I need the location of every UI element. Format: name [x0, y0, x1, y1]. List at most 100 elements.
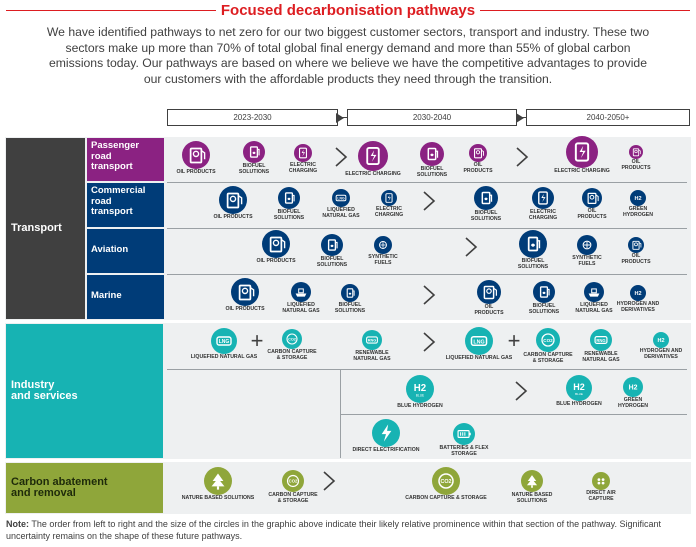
carbon-capture-icon: CO2: [282, 329, 302, 349]
icon-label: HYDROGEN AND DERIVATIVES: [639, 348, 683, 360]
svg-text:H2: H2: [634, 196, 641, 202]
row-separator: [167, 369, 687, 370]
footnote-label: Note:: [6, 519, 29, 529]
icon-label: DIRECT ELECTRIFICATION: [352, 447, 420, 453]
icon-label: GREEN HYDROGEN: [618, 397, 648, 409]
liquefied-natural-gas-icon: [291, 282, 311, 302]
chevron-right-icon: [460, 236, 482, 258]
nature-based-solutions-icon: [204, 467, 232, 495]
sector-industry: Industry and services: [6, 324, 163, 458]
electric-charging-icon: [381, 190, 397, 206]
icon-label: OIL PRODUCTS: [213, 214, 253, 220]
svg-text:CO2: CO2: [288, 338, 296, 342]
svg-text:H2: H2: [414, 383, 426, 394]
svg-text:RNG: RNG: [596, 338, 606, 343]
period-2040-2050: 2040-2050+: [526, 109, 690, 126]
electric-charging-icon: [566, 136, 598, 168]
row-separator: [340, 414, 687, 415]
icon-label: LIQUEFIED NATURAL GAS: [322, 207, 360, 219]
page-title: Focused decarbonisation pathways: [220, 2, 476, 19]
svg-text:LNG: LNG: [337, 197, 345, 201]
icon-label: OIL PRODUCTS: [225, 306, 265, 312]
biofuel-solutions-icon: [474, 186, 498, 210]
icon-label: CARBON CAPTURE & STORAGE: [268, 492, 318, 504]
liquefied-natural-gas-icon: LNG: [211, 328, 237, 354]
biofuel-solutions-icon: [420, 142, 444, 166]
icon-label: ELECTRIC CHARGING: [345, 171, 401, 177]
footnote: Note: The order from left to right and t…: [6, 518, 690, 542]
carbon-capture-icon: CO2: [432, 467, 460, 495]
icon-label: BIOFUEL SOLUTIONS: [316, 256, 348, 268]
svg-text:CO2: CO2: [543, 338, 553, 343]
renewable-natural-gas-icon: RNG: [590, 329, 612, 351]
icon-label: CARBON CAPTURE & STORAGE: [405, 495, 487, 501]
icon-label: BIOFUEL SOLUTIONS: [528, 303, 560, 315]
intro-paragraph: We have identified pathways to net zero …: [46, 25, 650, 86]
icon-label: ELECTRIC CHARGING: [554, 168, 610, 174]
icon-label: BIOFUEL SOLUTIONS: [470, 210, 502, 222]
hydrogen-derivatives-icon: H2: [630, 285, 646, 301]
icon-label: BLUE HYDROGEN: [556, 401, 602, 407]
column-separator: [340, 370, 341, 458]
icon-label: OIL PRODUCTS: [577, 208, 607, 220]
subsector-aviation: Aviation: [87, 229, 164, 273]
blue-hydrogen-icon: H2 BLUE: [566, 375, 592, 401]
period-2023-2030: 2023-2030: [167, 109, 338, 126]
plus-icon: +: [250, 328, 264, 353]
period-2030-2040: 2030-2040: [347, 109, 517, 126]
synthetic-fuels-icon: [577, 235, 597, 255]
title-rule-right: [480, 10, 690, 11]
svg-text:LNG: LNG: [219, 339, 230, 345]
title-rule-left: [6, 10, 216, 11]
chevron-right-icon: [330, 146, 352, 168]
chevron-right-icon: [318, 470, 340, 492]
icon-label: ELECTRIC CHARGING: [374, 206, 404, 218]
oil-products-icon: [262, 230, 290, 258]
timeline-arrow: [516, 113, 524, 123]
sector-transport-label: Transport: [11, 222, 62, 234]
nature-based-solutions-icon: [521, 470, 543, 492]
synthetic-fuels-icon: [374, 236, 392, 254]
svg-text:BLUE: BLUE: [416, 394, 425, 398]
icon-label: BIOFUEL SOLUTIONS: [517, 258, 549, 270]
green-hydrogen-icon: H2: [623, 377, 643, 397]
icon-label: OIL PRODUCTS: [474, 304, 504, 316]
chevron-right-icon: [418, 331, 440, 353]
icon-label: OIL PRODUCTS: [621, 253, 651, 265]
icon-label: BIOFUEL SOLUTIONS: [416, 166, 448, 178]
row-separator: [167, 274, 687, 275]
biofuel-solutions-icon: [533, 281, 555, 303]
icon-label: HYDROGEN AND DERIVATIVES: [616, 301, 660, 313]
icon-label: NATURE BASED SOLUTIONS: [181, 495, 255, 501]
biofuel-solutions-icon: [243, 141, 265, 163]
icon-label: CARBON CAPTURE & STORAGE: [267, 349, 317, 361]
icon-label: DIRECT AIR CAPTURE: [586, 490, 616, 502]
icon-label: OIL PRODUCTS: [463, 162, 493, 174]
icon-label: OIL PRODUCTS: [621, 159, 651, 171]
svg-text:H2: H2: [573, 382, 585, 392]
biofuel-solutions-icon: [341, 284, 359, 302]
biofuel-solutions-icon: [321, 234, 343, 256]
oil-products-icon: [628, 237, 644, 253]
direct-air-capture-icon: [592, 472, 610, 490]
svg-text:RNG: RNG: [368, 339, 377, 343]
biofuel-solutions-icon: [519, 230, 547, 258]
blue-hydrogen-icon: H2 BLUE: [406, 375, 434, 403]
chevron-right-icon: [418, 284, 440, 306]
footnote-text: The order from left to right and the siz…: [6, 519, 661, 541]
icon-label: LIQUEFIED NATURAL GAS: [282, 302, 320, 314]
icon-label: ELECTRIC CHARGING: [528, 209, 558, 221]
icon-label: BIOFUEL SOLUTIONS: [273, 209, 305, 221]
svg-text:CO2: CO2: [289, 479, 298, 484]
icon-label: RENEWABLE NATURAL GAS: [582, 351, 620, 363]
green-hydrogen-icon: H2: [630, 190, 646, 206]
icon-label: NATURE BASED SOLUTIONS: [511, 492, 553, 504]
icon-label: BIOFUEL SOLUTIONS: [238, 163, 270, 175]
svg-text:H2: H2: [629, 385, 638, 392]
plus-icon: +: [507, 328, 521, 353]
electric-charging-icon: [532, 187, 554, 209]
row-separator: [167, 182, 687, 183]
subsector-commercial: Commercial road transport: [87, 183, 164, 227]
sector-transport: Transport: [6, 138, 85, 319]
electric-charging-icon: [294, 144, 312, 162]
